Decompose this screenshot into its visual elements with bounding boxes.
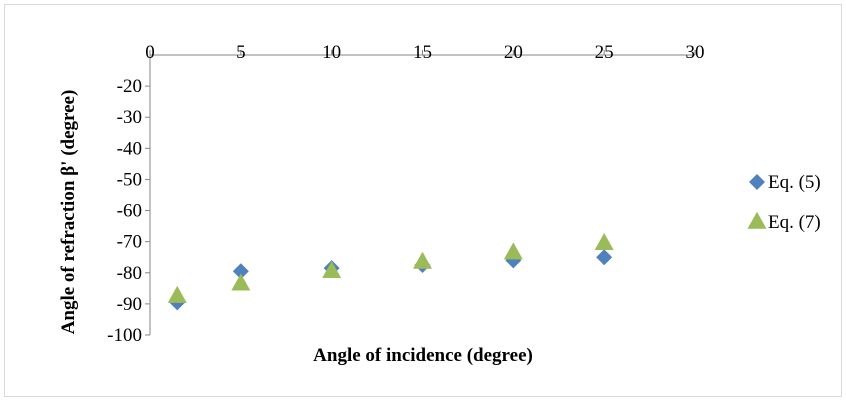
x-tick-label: 30 (686, 42, 705, 63)
data-points (167, 233, 614, 311)
y-tick-label: -60 (117, 201, 142, 222)
legend-label: Eq. (7) (768, 212, 821, 233)
y-tick-label: -50 (117, 169, 142, 190)
legend-label: Eq. (5) (768, 172, 821, 193)
data-point-triangle (594, 233, 614, 251)
y-axis-title: Angle of refraction β' (degree) (58, 90, 79, 335)
x-tick-label: 0 (145, 42, 155, 63)
y-tick-label: -70 (117, 232, 142, 253)
x-tick-label: 15 (413, 42, 432, 63)
data-point-triangle (503, 242, 523, 260)
legend: Eq. (5) Eq. (7) (747, 172, 821, 233)
y-tick-label: -90 (117, 294, 142, 315)
y-tick-label: -80 (117, 263, 142, 284)
data-point-triangle (231, 273, 251, 291)
x-tick-label: 10 (322, 42, 341, 63)
axes (149, 54, 695, 335)
x-tick-label: 5 (236, 42, 246, 63)
x-axis-title: Angle of incidence (degree) (313, 345, 533, 366)
series-1 (169, 249, 613, 311)
y-tick-label: -20 (117, 76, 142, 97)
legend-triangle-marker (747, 211, 767, 229)
data-point-diamond (596, 249, 613, 266)
y-tick-labels: -20 -30 -40 -50 -60 -70 -80 -90 -100 (107, 76, 150, 346)
legend-diamond-marker (749, 174, 765, 190)
x-tick-label: 25 (595, 42, 614, 63)
chart-frame (4, 4, 842, 397)
y-tick-label: -30 (117, 107, 142, 128)
legend-item: Eq. (7) (747, 211, 821, 233)
x-tick-labels: 0 5 10 15 20 25 30 (145, 42, 704, 63)
x-tick-label: 20 (504, 42, 523, 63)
data-point-triangle (322, 261, 342, 279)
y-tick-label: -100 (107, 325, 142, 346)
data-point-triangle (167, 285, 187, 303)
series-2 (167, 233, 614, 303)
data-point-triangle (413, 251, 432, 269)
y-tick-label: -40 (117, 138, 142, 159)
data-point-diamond (232, 263, 249, 280)
legend-item: Eq. (5) (749, 172, 821, 193)
